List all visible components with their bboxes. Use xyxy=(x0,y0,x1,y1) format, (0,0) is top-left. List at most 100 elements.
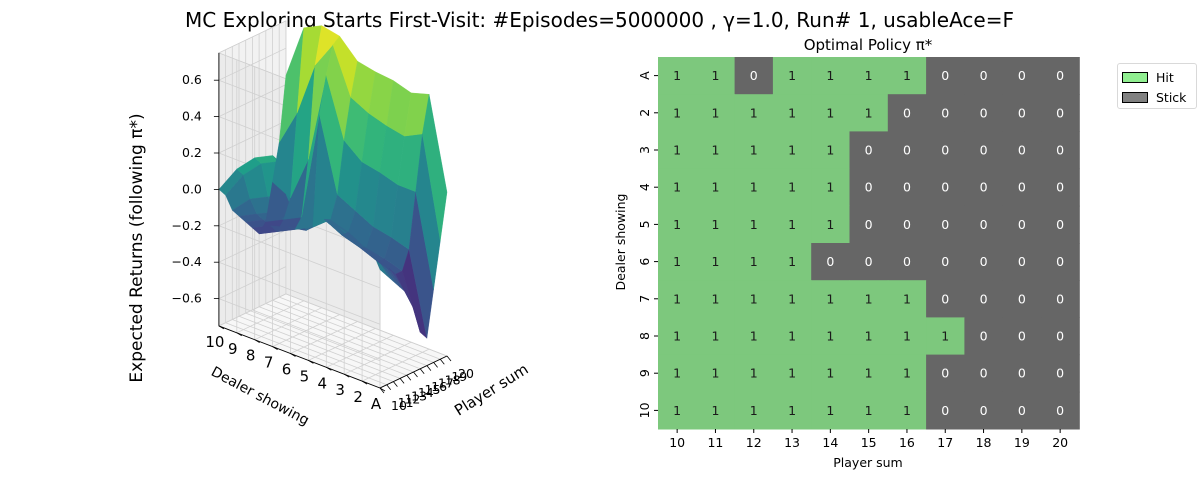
heatmap-y-tick: 6 xyxy=(637,258,652,266)
heatmap-cell xyxy=(964,280,1004,318)
heatmap-cell-label: 0 xyxy=(980,105,988,120)
heatmap-cell-label: 1 xyxy=(711,217,719,232)
surface-z-tick: 0.0 xyxy=(182,181,202,196)
heatmap-cell xyxy=(772,94,812,132)
heatmap-cell-label: 0 xyxy=(1056,291,1064,306)
heatmap-cell xyxy=(849,317,889,356)
heatmap-cell-label: 0 xyxy=(1056,217,1064,232)
surface-y-tick: 7 xyxy=(264,354,274,372)
heatmap-cell-label: 1 xyxy=(865,403,873,418)
heatmap-x-tick: 19 xyxy=(1014,435,1030,450)
heatmap-cell xyxy=(696,280,736,318)
heatmap-cell-label: 1 xyxy=(788,329,796,344)
heatmap-cell-label: 1 xyxy=(750,254,758,269)
heatmap-cell-label: 0 xyxy=(941,254,949,269)
grid-line xyxy=(218,47,287,81)
heatmap-cell xyxy=(696,243,736,281)
grid-line xyxy=(218,84,287,117)
heatmap-cell-label: 1 xyxy=(673,105,681,120)
heatmap-cell xyxy=(887,243,927,281)
policy-legend: Hit Stick xyxy=(1117,63,1197,109)
heatmap-cell-label: 1 xyxy=(826,291,834,306)
grid-line xyxy=(218,298,381,362)
grid-line xyxy=(279,296,441,360)
heatmap-cell-label: 0 xyxy=(1056,329,1064,344)
heatmap-cell-label: 1 xyxy=(711,366,719,381)
surface-x-tick: 14 xyxy=(418,385,434,400)
heatmap-cell xyxy=(1002,131,1042,170)
surface-x-tick: 20 xyxy=(458,366,474,381)
heatmap-cell xyxy=(926,168,965,207)
heatmap-cell xyxy=(658,205,697,244)
heatmap-x-tick: 16 xyxy=(899,435,915,450)
heatmap-cell-label: 1 xyxy=(750,217,758,232)
heatmap-cell xyxy=(811,57,850,95)
surface-x-tick: 15 xyxy=(425,382,441,397)
legend-item-stick: Stick xyxy=(1122,89,1186,105)
heatmap-cell-label: 1 xyxy=(673,180,681,195)
heatmap-cell xyxy=(849,131,889,170)
heatmap-cell xyxy=(696,317,736,356)
heatmap-cell-label: 0 xyxy=(1018,366,1026,381)
heatmap-cell-label: 1 xyxy=(673,291,681,306)
heatmap-cell xyxy=(1041,243,1080,281)
heatmap-cell-label: 0 xyxy=(903,180,911,195)
heatmap-cell-label: 1 xyxy=(750,403,758,418)
surface-x-tick: 18 xyxy=(445,372,461,387)
heatmap-cell xyxy=(811,243,850,281)
heatmap-cell xyxy=(658,354,697,393)
heatmap-y-tick: 7 xyxy=(637,295,652,303)
stick-swatch xyxy=(1122,91,1148,103)
heatmap-cell xyxy=(887,354,927,393)
grid-line xyxy=(326,334,394,368)
heatmap-cell xyxy=(849,168,889,207)
heatmap-cell xyxy=(964,94,1004,132)
surface-x-tick: 16 xyxy=(431,379,447,394)
heatmap-cell xyxy=(926,94,965,132)
heatmap-cell-label: 1 xyxy=(903,366,911,381)
heatmap-x-tick: 17 xyxy=(937,435,953,450)
heatmap-cell-label: 1 xyxy=(673,403,681,418)
heatmap-cell-label: 0 xyxy=(865,254,873,269)
heatmap-cell xyxy=(964,131,1004,170)
grid-line xyxy=(258,306,421,370)
heatmap-cell-label: 1 xyxy=(788,254,796,269)
z-axis-label: Expected Returns (following π*) xyxy=(127,113,147,382)
grid-line xyxy=(218,225,381,289)
heatmap-cell xyxy=(811,205,850,244)
heatmap-cell-label: 0 xyxy=(1056,403,1064,418)
heatmap-cell xyxy=(964,243,1004,281)
heatmap-cell xyxy=(887,391,927,430)
heatmap-cell-label: 1 xyxy=(903,329,911,344)
heatmap-cell xyxy=(734,131,774,170)
heatmap-cell xyxy=(887,205,927,244)
heatmap-cell xyxy=(964,391,1004,430)
grid-line xyxy=(252,309,414,373)
heatmap-cell xyxy=(1041,391,1080,430)
surface-y-tick: 6 xyxy=(282,361,292,379)
heatmap-cell xyxy=(734,94,774,132)
heatmap-cell-label: 1 xyxy=(826,403,834,418)
heatmap-cell xyxy=(926,317,965,356)
heatmap-cell-label: 0 xyxy=(941,105,949,120)
heatmap-cell-label: 0 xyxy=(941,68,949,83)
heatmap-cell xyxy=(849,354,889,393)
heatmap-x-tick: 14 xyxy=(822,435,838,450)
heatmap-y-tick: 10 xyxy=(637,402,652,418)
heatmap-cell xyxy=(1041,94,1080,132)
heatmap-cell-label: 1 xyxy=(826,217,834,232)
heatmap-cell-label: 1 xyxy=(941,329,949,344)
legend-label-hit: Hit xyxy=(1156,69,1174,85)
heatmap-cell-label: 0 xyxy=(941,403,949,418)
heatmap-cell xyxy=(887,317,927,356)
heatmap-cell xyxy=(964,317,1004,356)
heatmap-cell xyxy=(1002,391,1042,430)
heatmap-cell-label: 1 xyxy=(788,217,796,232)
heatmap-cell-label: 0 xyxy=(1018,291,1026,306)
heatmap-cell xyxy=(811,168,850,207)
heatmap-cell-label: 1 xyxy=(903,291,911,306)
heatmap-cell-label: 1 xyxy=(865,105,873,120)
heatmap-cell xyxy=(1041,57,1080,95)
